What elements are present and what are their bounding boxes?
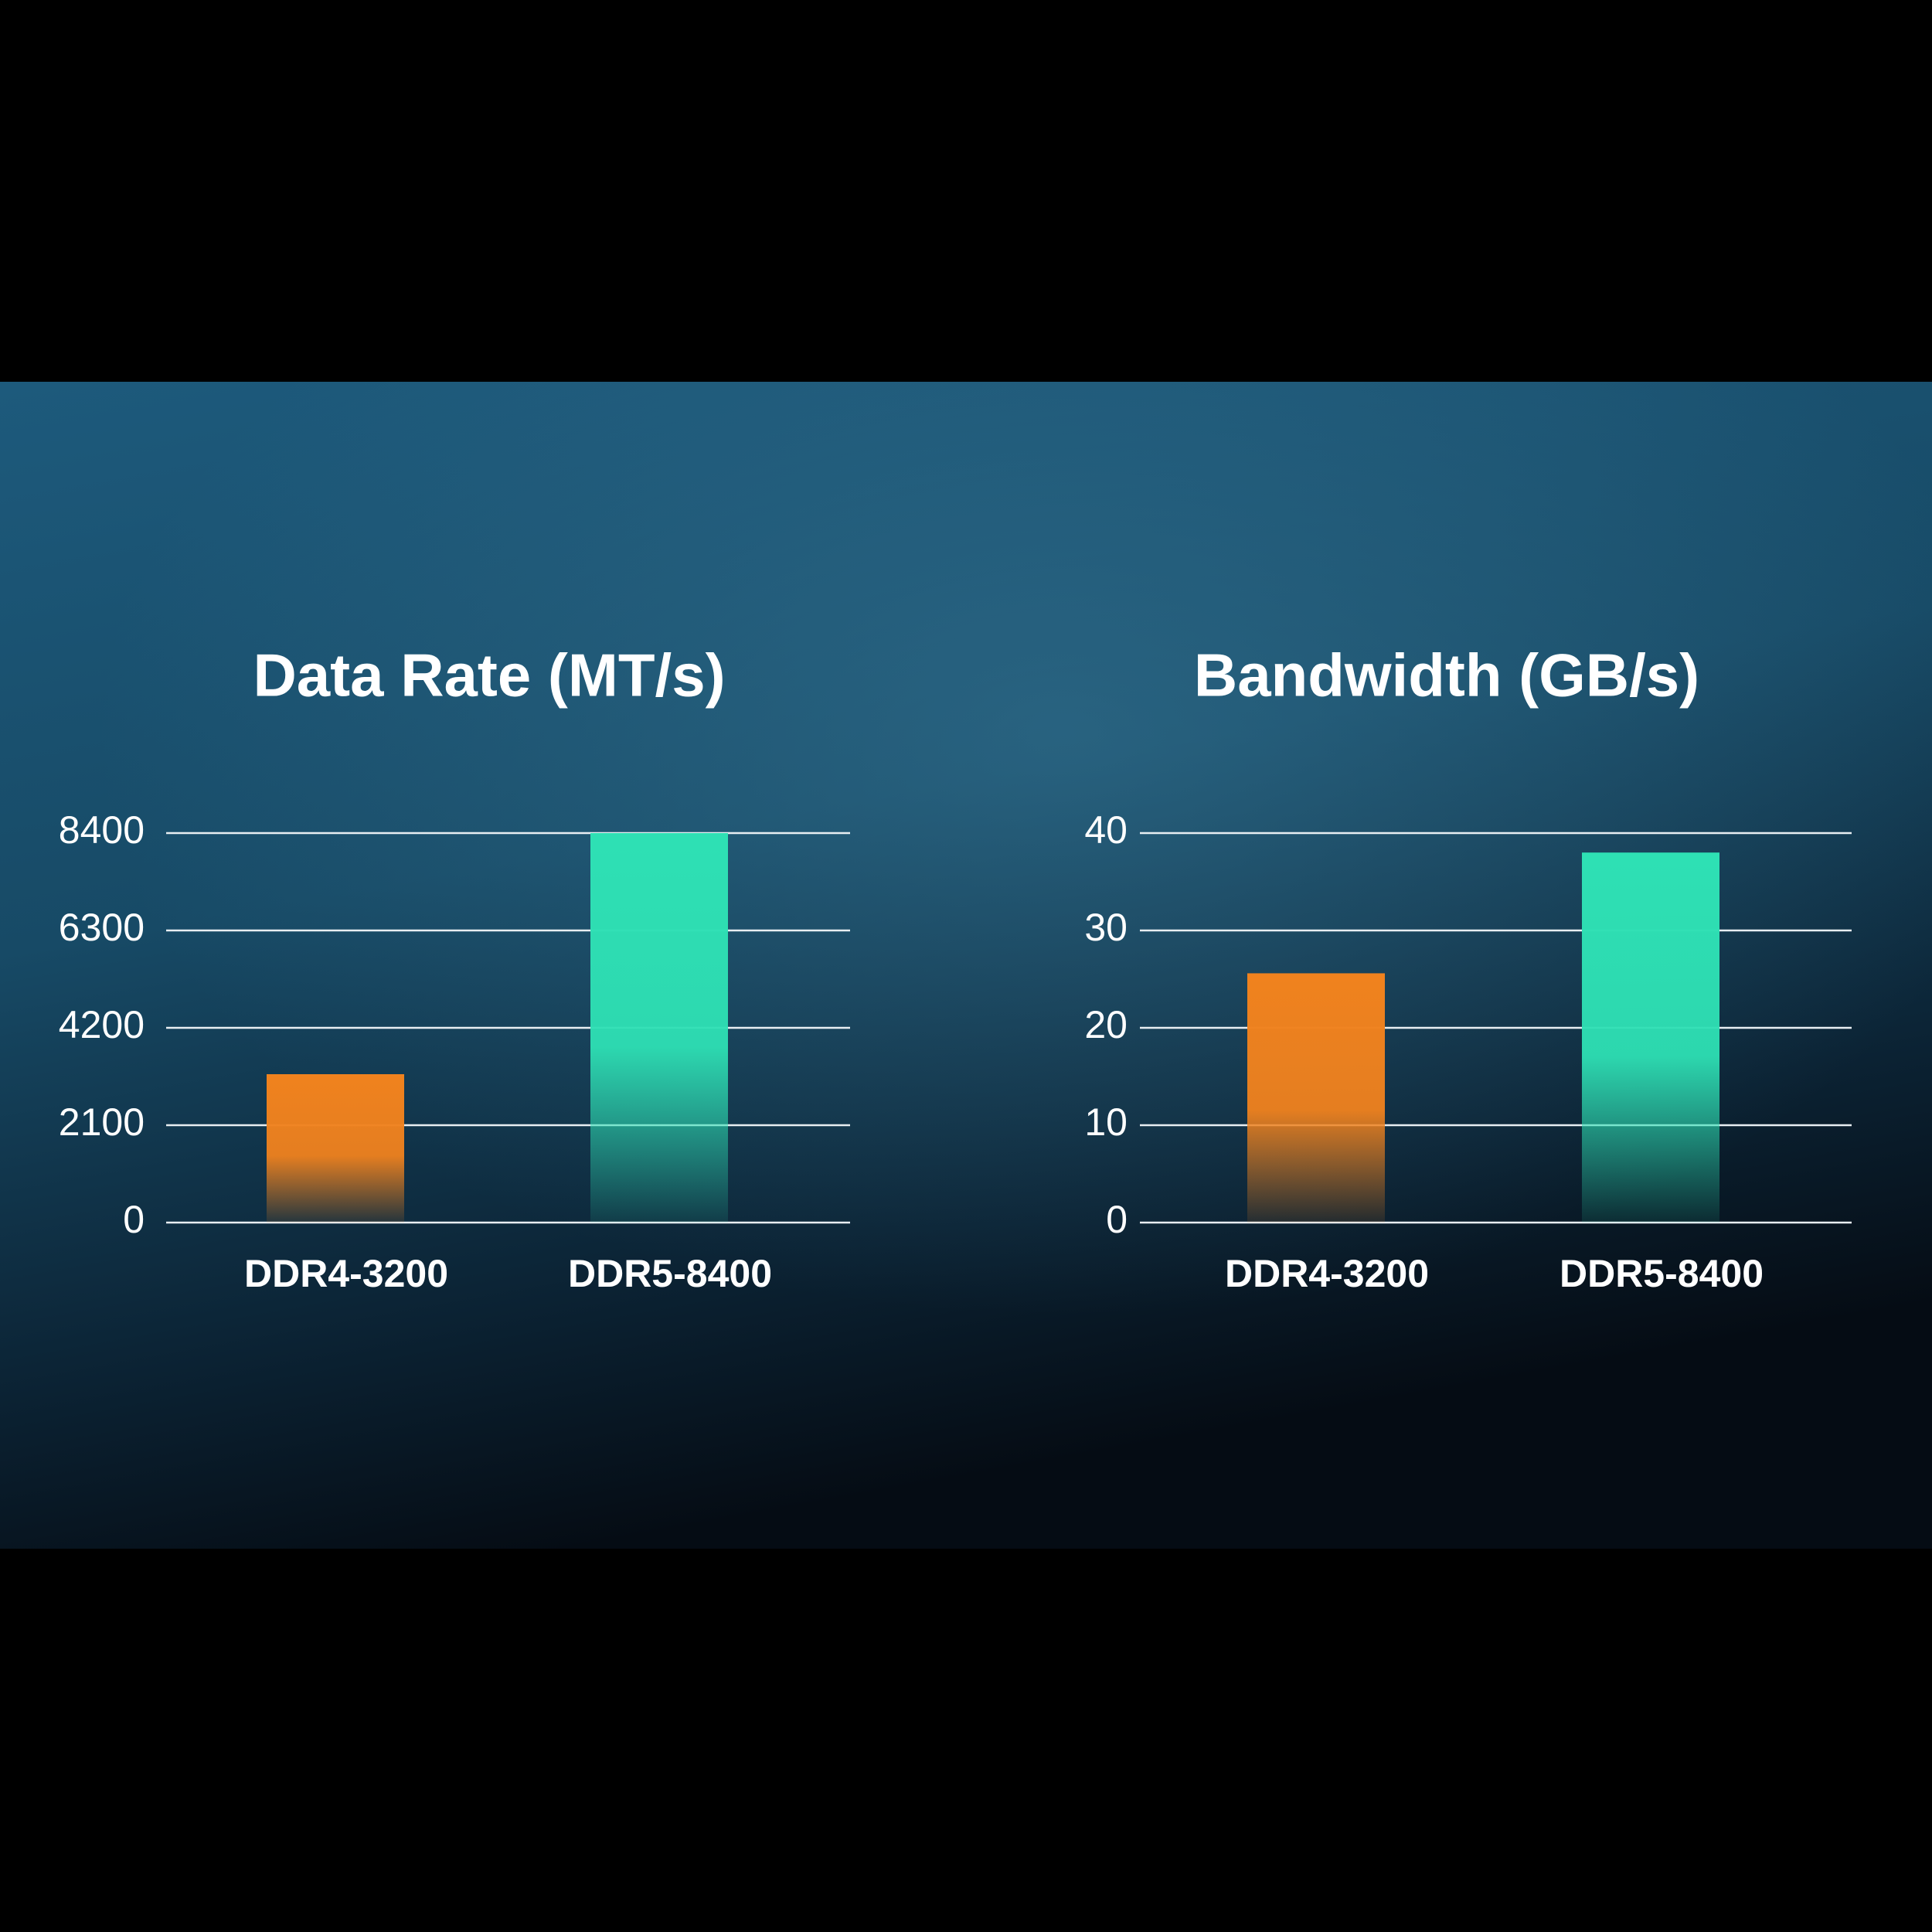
y-tick-label: 0 bbox=[1106, 1198, 1128, 1241]
x-tick-label: DDR5-8400 bbox=[568, 1252, 772, 1295]
y-tick-label: 4200 bbox=[59, 1003, 145, 1046]
x-tick-label: DDR4-3200 bbox=[244, 1252, 448, 1295]
y-tick-label: 40 bbox=[1084, 808, 1128, 852]
chart-title: Data Rate (MT/s) bbox=[253, 641, 725, 709]
y-tick-label: 2100 bbox=[59, 1100, 145, 1144]
x-tick-label: DDR4-3200 bbox=[1225, 1252, 1429, 1295]
y-tick-label: 10 bbox=[1084, 1100, 1128, 1144]
y-tick-label: 8400 bbox=[59, 808, 145, 852]
bar bbox=[1582, 852, 1719, 1223]
bar bbox=[1247, 973, 1385, 1223]
bar bbox=[590, 833, 728, 1223]
x-tick-label: DDR5-8400 bbox=[1560, 1252, 1764, 1295]
y-tick-label: 6300 bbox=[59, 906, 145, 949]
chart-title: Bandwidth (GB/s) bbox=[1194, 641, 1699, 709]
y-tick-label: 0 bbox=[123, 1198, 145, 1241]
y-tick-label: 20 bbox=[1084, 1003, 1128, 1046]
bar bbox=[267, 1074, 404, 1223]
y-tick-label: 30 bbox=[1084, 906, 1128, 949]
